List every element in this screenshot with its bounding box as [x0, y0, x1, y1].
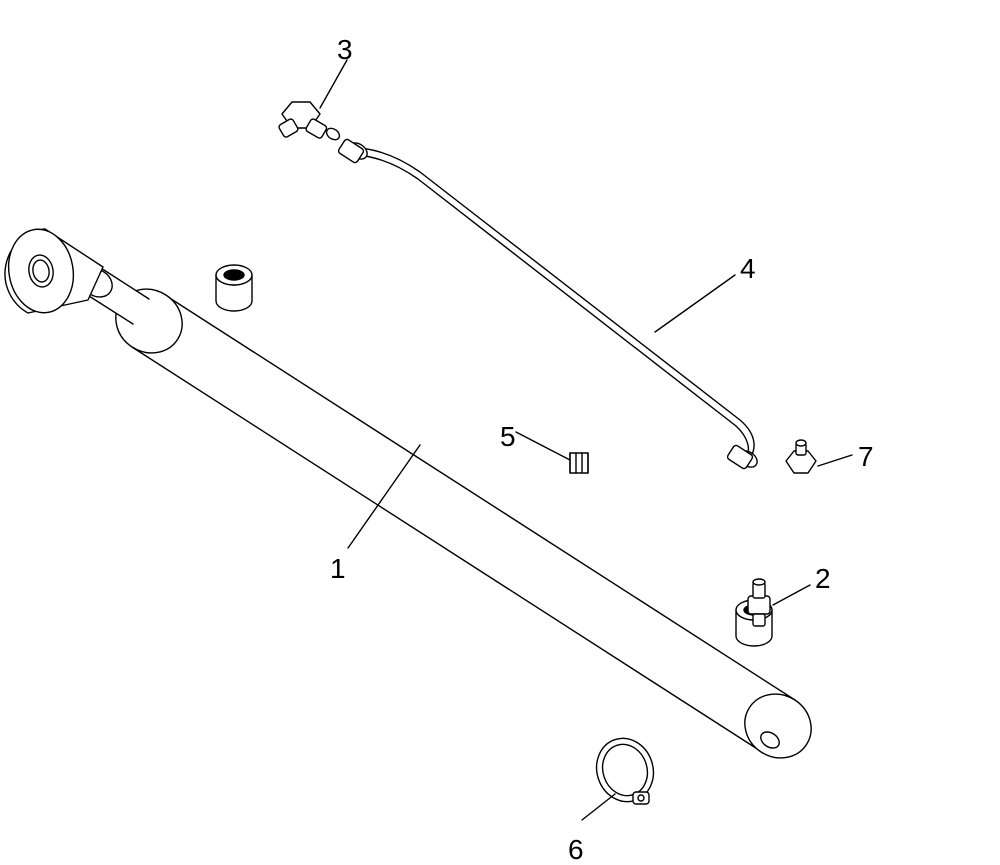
- callout-label-2: 2: [815, 565, 831, 593]
- part-union-fitting: [786, 440, 816, 473]
- callout-label-3: 3: [337, 36, 353, 64]
- callout-label-5: 5: [500, 423, 516, 451]
- leader-5: [516, 432, 570, 460]
- part-hydraulic-cylinder: [2, 224, 823, 770]
- part-spring-clip: [570, 453, 588, 473]
- leader-6: [582, 794, 615, 820]
- part-hydraulic-tube: [337, 138, 760, 470]
- part-elbow-fitting: [278, 102, 342, 142]
- leader-4: [655, 275, 735, 332]
- callout-label-4: 4: [740, 255, 756, 283]
- callout-label-6: 6: [568, 836, 584, 864]
- part-hose-clamp: [588, 731, 661, 809]
- leader-2: [773, 585, 810, 605]
- leader-3: [320, 60, 347, 108]
- callout-label-1: 1: [330, 555, 346, 583]
- callout-label-7: 7: [858, 443, 874, 471]
- leader-7: [818, 455, 852, 466]
- diagram-canvas: 1 2 3 4 5 6 7: [0, 0, 1000, 864]
